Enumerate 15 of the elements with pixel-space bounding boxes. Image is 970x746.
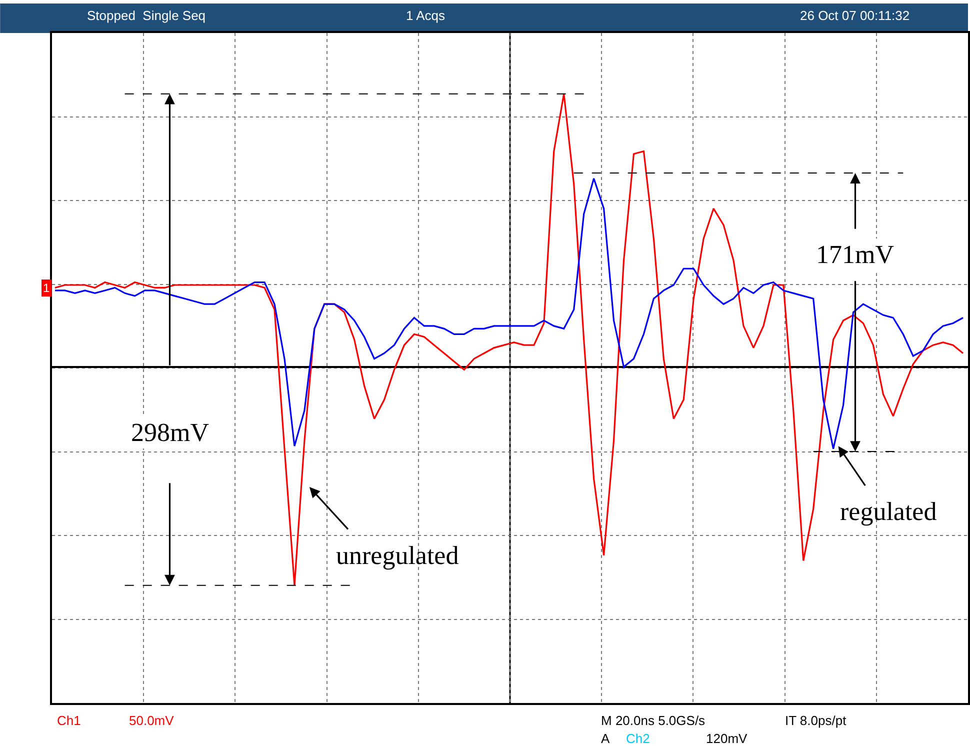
annotation: 298mV	[131, 418, 210, 447]
annotation: unregulated	[336, 541, 459, 570]
text: Ch1	[57, 713, 81, 728]
text: 1	[43, 281, 50, 295]
text: IT 8.0ps/pt	[785, 713, 847, 728]
text: 26 Oct 07 00:11:32	[800, 8, 910, 23]
text: Ch2	[626, 731, 650, 746]
text: 1 Acqs	[406, 8, 446, 23]
annotation: 171mV	[816, 240, 894, 269]
text: A	[601, 731, 610, 746]
text: 120mV	[706, 731, 748, 746]
text: Stopped Single Seq	[87, 8, 206, 23]
annotation: regulated	[840, 497, 937, 526]
text: M 20.0ns 5.0GS/s	[601, 713, 706, 728]
text: 50.0mV	[129, 713, 174, 728]
